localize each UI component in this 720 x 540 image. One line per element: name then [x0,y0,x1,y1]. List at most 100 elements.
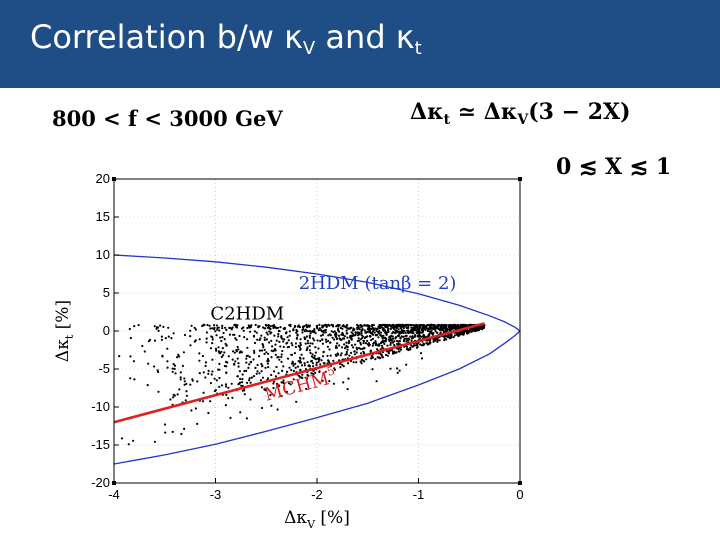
data-point [211,370,214,373]
data-point [172,396,175,399]
data-point [428,333,431,336]
data-point [238,351,241,354]
data-point [120,437,124,440]
data-point [183,427,186,430]
data-point [477,326,481,329]
y-tick-label: 5 [103,285,110,300]
data-point [270,339,273,342]
data-point [213,390,216,393]
data-point [182,351,185,354]
data-point [250,324,253,327]
data-point [321,324,324,327]
data-point [220,339,223,343]
data-point [269,332,272,335]
data-point [256,370,259,373]
data-point [397,328,400,331]
data-point [296,325,299,328]
data-point [299,348,302,351]
data-point [409,348,412,351]
data-point [449,328,452,331]
data-point [450,336,453,339]
data-point [295,336,298,340]
data-point [227,397,230,400]
data-point [376,348,379,351]
data-point [308,349,311,352]
data-point [358,339,361,342]
data-point [198,338,201,341]
data-point [153,339,157,342]
data-point [237,365,240,368]
data-point [309,330,312,333]
title-text-and: and κ [315,18,415,56]
data-point [193,326,196,329]
data-point [399,337,402,340]
data-point [400,328,403,332]
data-point [129,377,132,380]
data-point [296,334,299,337]
data-point [368,324,371,327]
data-point [382,334,385,337]
data-point [465,329,468,332]
annotation-label: 2HDM (tanβ = 2) [299,273,457,294]
data-point [370,357,373,360]
data-point [366,328,369,331]
data-point [183,380,186,383]
data-point [332,359,335,362]
data-point [276,408,279,411]
data-point [282,340,285,343]
data-point [372,328,375,331]
data-point [324,338,327,341]
data-point [204,364,207,368]
data-point [173,364,177,367]
data-point [214,347,218,350]
data-point [296,365,299,368]
data-point [363,336,366,340]
data-point [381,347,384,350]
data-point [337,334,341,337]
data-point [287,339,290,342]
data-point [277,329,280,332]
data-point [382,323,385,327]
data-point [359,360,362,363]
data-point [387,338,390,341]
data-point [421,330,424,334]
data-point [389,341,392,345]
data-point [445,324,448,327]
data-point [396,371,399,374]
data-point [384,353,388,356]
equation-lhs-sub: t [443,112,451,128]
data-point [247,366,250,369]
data-point [412,345,415,348]
data-point [234,337,237,340]
data-point [374,358,377,361]
data-point [338,344,341,347]
data-point [386,344,389,347]
data-point [281,349,284,353]
data-point [267,352,270,355]
data-point [266,333,269,336]
data-point [378,332,381,335]
data-point [403,337,406,340]
data-point [433,327,436,330]
data-point [398,350,401,353]
data-point [160,335,163,338]
data-point [457,334,460,338]
data-point [225,328,228,331]
data-point [173,367,176,370]
data-point [215,334,218,337]
data-point [426,342,429,345]
data-point [314,332,317,335]
y-tick-label: -20 [91,475,110,490]
data-point [178,355,181,358]
data-point [252,358,255,361]
data-point [155,326,159,329]
data-point [384,340,387,343]
data-point [118,355,121,358]
data-point [428,342,431,345]
data-point [267,366,270,369]
data-point [389,343,392,346]
data-point [185,394,189,397]
data-point [185,382,188,385]
data-point [266,362,269,365]
data-point [321,379,324,382]
